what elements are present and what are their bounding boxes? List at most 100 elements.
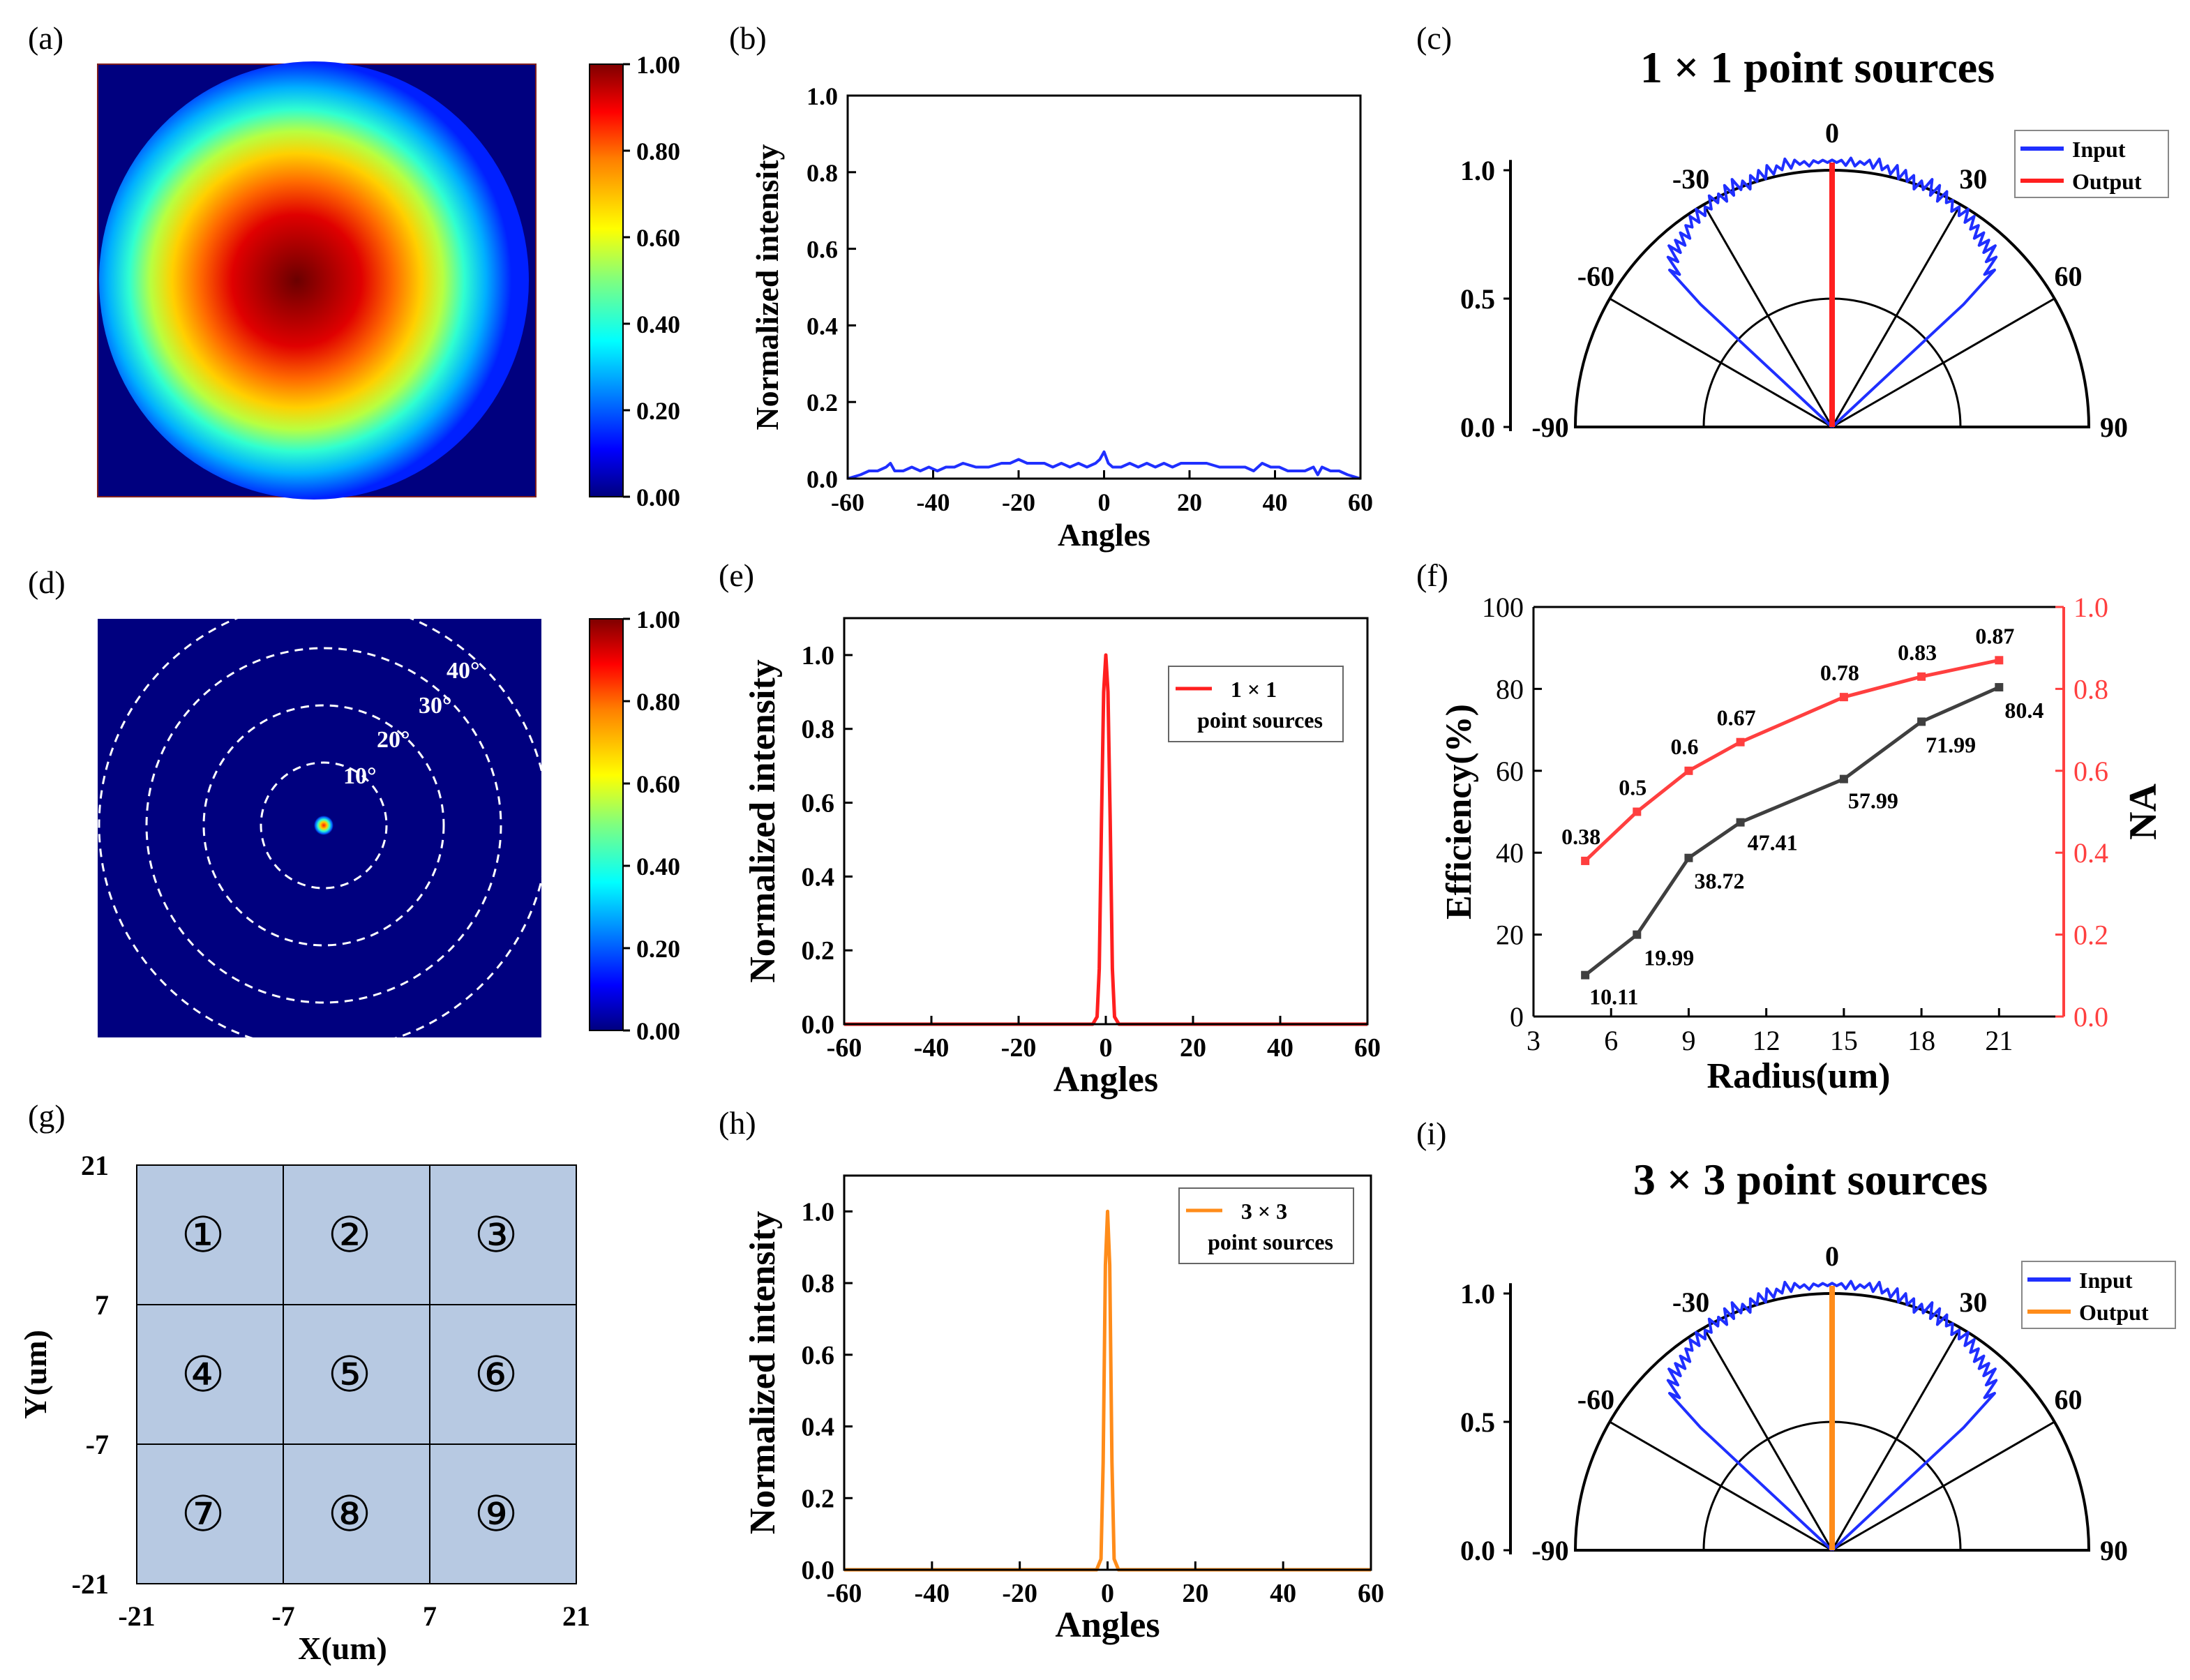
x-tick-label: 0 [1100, 1033, 1113, 1063]
x-tick-label: 3 [1527, 1025, 1540, 1056]
panel-e: (e) -60 -40 -20 0 20 40 60 0.0 0.2 0.4 0.6 0.8 1.0 An… [719, 557, 1381, 1100]
na-point [1736, 737, 1745, 747]
panel-d-label: (d) [28, 564, 66, 600]
y-tick-label: 0.8 [802, 1269, 835, 1298]
legend-box [2021, 1261, 2176, 1329]
x-tick-label: 0 [1101, 1579, 1114, 1608]
efficiency-point [1839, 774, 1848, 783]
y-tick-label: 0.6 [807, 236, 838, 264]
efficiency-value-label: 38.72 [1694, 869, 1744, 894]
x-tick-label: 60 [1354, 1033, 1381, 1063]
x-tick-label: 12 [1753, 1025, 1780, 1056]
x-tick-label: -60 [827, 1033, 862, 1063]
colorbar-tick-label: 0.60 [636, 770, 680, 798]
polar-spoke [1831, 204, 1962, 428]
series-line-0 [847, 450, 1361, 480]
x-tick-label: 60 [1358, 1579, 1384, 1608]
polar-spoke [1831, 297, 2055, 428]
efficiency-value-label: 80.4 [2004, 698, 2043, 723]
x-axis-label: Angles [1058, 517, 1150, 553]
panel-g: (g) ① ② ③ ④ ⑤ ⑥ ⑦ ⑧ ⑨ -21 -7 7 21 21 7 -7 -21 X(um) Y(um) [17, 1098, 590, 1666]
grid-cell [429, 1304, 577, 1445]
plot-frame [846, 94, 1362, 480]
colorbar-tick-label: 0.00 [636, 483, 680, 511]
y-tick-label: 40 [1496, 837, 1524, 869]
grid-cell-label: ③ [474, 1209, 518, 1263]
chart-b: -60 -40 -20 0 20 40 60 0.0 0.2 0.4 0.6 0.8 1.0 Angles… [749, 82, 1373, 553]
panel-g-label: (g) [28, 1098, 66, 1134]
x-axis-label: Radius(um) [1707, 1056, 1891, 1096]
grid-cell-label: ⑦ [181, 1488, 225, 1542]
colorbar-tick-label: 0.00 [636, 1017, 680, 1045]
y-tick-label: 0.4 [807, 312, 838, 340]
colorbar-tick-label: 0.40 [636, 310, 680, 338]
x-tick-label: 21 [562, 1600, 590, 1632]
y-tick-label: 1.0 [807, 82, 838, 110]
y-axis-label: Normalized intensity [749, 144, 785, 430]
radial-tick-label: 1.0 [1460, 1278, 1495, 1310]
grid-cell-label: ④ [181, 1349, 225, 1402]
polar-angle-label: -60 [1577, 1384, 1614, 1416]
legend-line2: point sources [1197, 707, 1323, 733]
efficiency-point [1736, 818, 1745, 827]
grid-cell-label: ① [181, 1209, 225, 1263]
chart-c: -90 -60 -30 0 30 60 90 0.0 0.5 1.0 Input Output [1460, 117, 2169, 443]
panel-h: (h) -60 -40 -20 0 20 40 60 0.0 0.2 0.4 0.6 0.8 1.0 An… [719, 1105, 1384, 1645]
polar-angle-label: 60 [2055, 261, 2083, 292]
radial-tick-label: 0.5 [1460, 283, 1495, 315]
y-axis-label: Normalized intensity [743, 1211, 783, 1535]
x-axis-label: Angles [1053, 1060, 1158, 1100]
grid-cell [283, 1304, 430, 1445]
x-tick-label: -21 [118, 1600, 155, 1632]
x-tick-label: 7 [423, 1600, 437, 1632]
y2-tick-label: 0.6 [2073, 756, 2108, 787]
efficiency-point [1684, 853, 1693, 862]
na-point [1839, 693, 1848, 702]
chart-f: 3 6 9 12 15 18 21 0 20 40 60 80 100 0.0 0.2 0.4 0.6 0.8 1.… [1439, 592, 2165, 1096]
polar-angle-label: 90 [2100, 1535, 2128, 1566]
panel-b: (b) -60 -40 -20 0 20 40 60 0.0 0.2 0.4 0.6 0.8 1.0 An… [729, 20, 1373, 553]
angle-ring [98, 599, 550, 1051]
y2-tick-label: 0.0 [2073, 1001, 2108, 1033]
y-tick-label: -7 [86, 1429, 109, 1460]
y-tick-label: 0.2 [807, 389, 838, 417]
efficiency-value-label: 57.99 [1848, 788, 1898, 813]
chart-i-title: 3 × 3 point sources [1633, 1155, 1988, 1204]
na-point [1633, 807, 1642, 816]
x-tick-label: -40 [914, 1033, 950, 1063]
chart-i: -90 -60 -30 0 30 60 90 0.0 0.5 1.0 Input Output [1460, 1240, 2176, 1566]
na-value-label: 0.38 [1561, 824, 1600, 849]
series-line-0 [844, 653, 1367, 1026]
colorbar-a-ticks: 1.00 0.80 0.60 0.40 0.20 0.00 [623, 51, 680, 511]
panel-h-label: (h) [719, 1105, 756, 1141]
angle-ring [145, 647, 502, 1004]
legend-line1: 3 × 3 [1241, 1199, 1287, 1224]
x-tick-label: -40 [915, 1579, 950, 1608]
y-tick-label: 0.6 [802, 1341, 835, 1370]
series-line-0 [844, 1209, 1371, 1572]
polar-angle-label: 60 [2055, 1384, 2083, 1416]
legend-box [1168, 666, 1344, 742]
radial-tick-label: 1.0 [1460, 155, 1495, 186]
angle-ring-label: 20° [377, 727, 410, 753]
colorbar-tick-label: 1.00 [636, 51, 680, 79]
panel-f: (f) 3 6 9 12 15 18 21 0 20 40 60 80 100 0.0 0.2 0.4 0.6 0… [1416, 557, 2165, 1096]
y-tick-label: 0.8 [802, 715, 835, 744]
radial-tick-label: 0.0 [1460, 412, 1495, 443]
x-tick-label: 9 [1681, 1025, 1695, 1056]
na-value-label: 0.6 [1670, 734, 1698, 759]
polar-spoke [1702, 204, 1833, 428]
x-tick-label: -40 [917, 488, 950, 516]
colorbar-tick-label: 0.80 [636, 137, 680, 165]
radial-tick-label: 0.5 [1460, 1407, 1495, 1438]
x-tick-label: 40 [1267, 1033, 1293, 1063]
na-value-label: 0.87 [1975, 623, 2014, 648]
y-axis-label: Efficiency(%) [1439, 704, 1479, 920]
x-tick-label: 20 [1182, 1579, 1208, 1608]
polar-angle-label: 30 [1959, 163, 1987, 195]
y-tick-label: 1.0 [802, 641, 835, 670]
chart-h: -60 -40 -20 0 20 40 60 0.0 0.2 0.4 0.6 0.8 1.0 Angles… [743, 1174, 1384, 1645]
polar-angle-label: 30 [1959, 1287, 1987, 1318]
colorbar-tick-label: 0.60 [636, 224, 680, 252]
y-axis-label: Y(um) [17, 1330, 53, 1419]
